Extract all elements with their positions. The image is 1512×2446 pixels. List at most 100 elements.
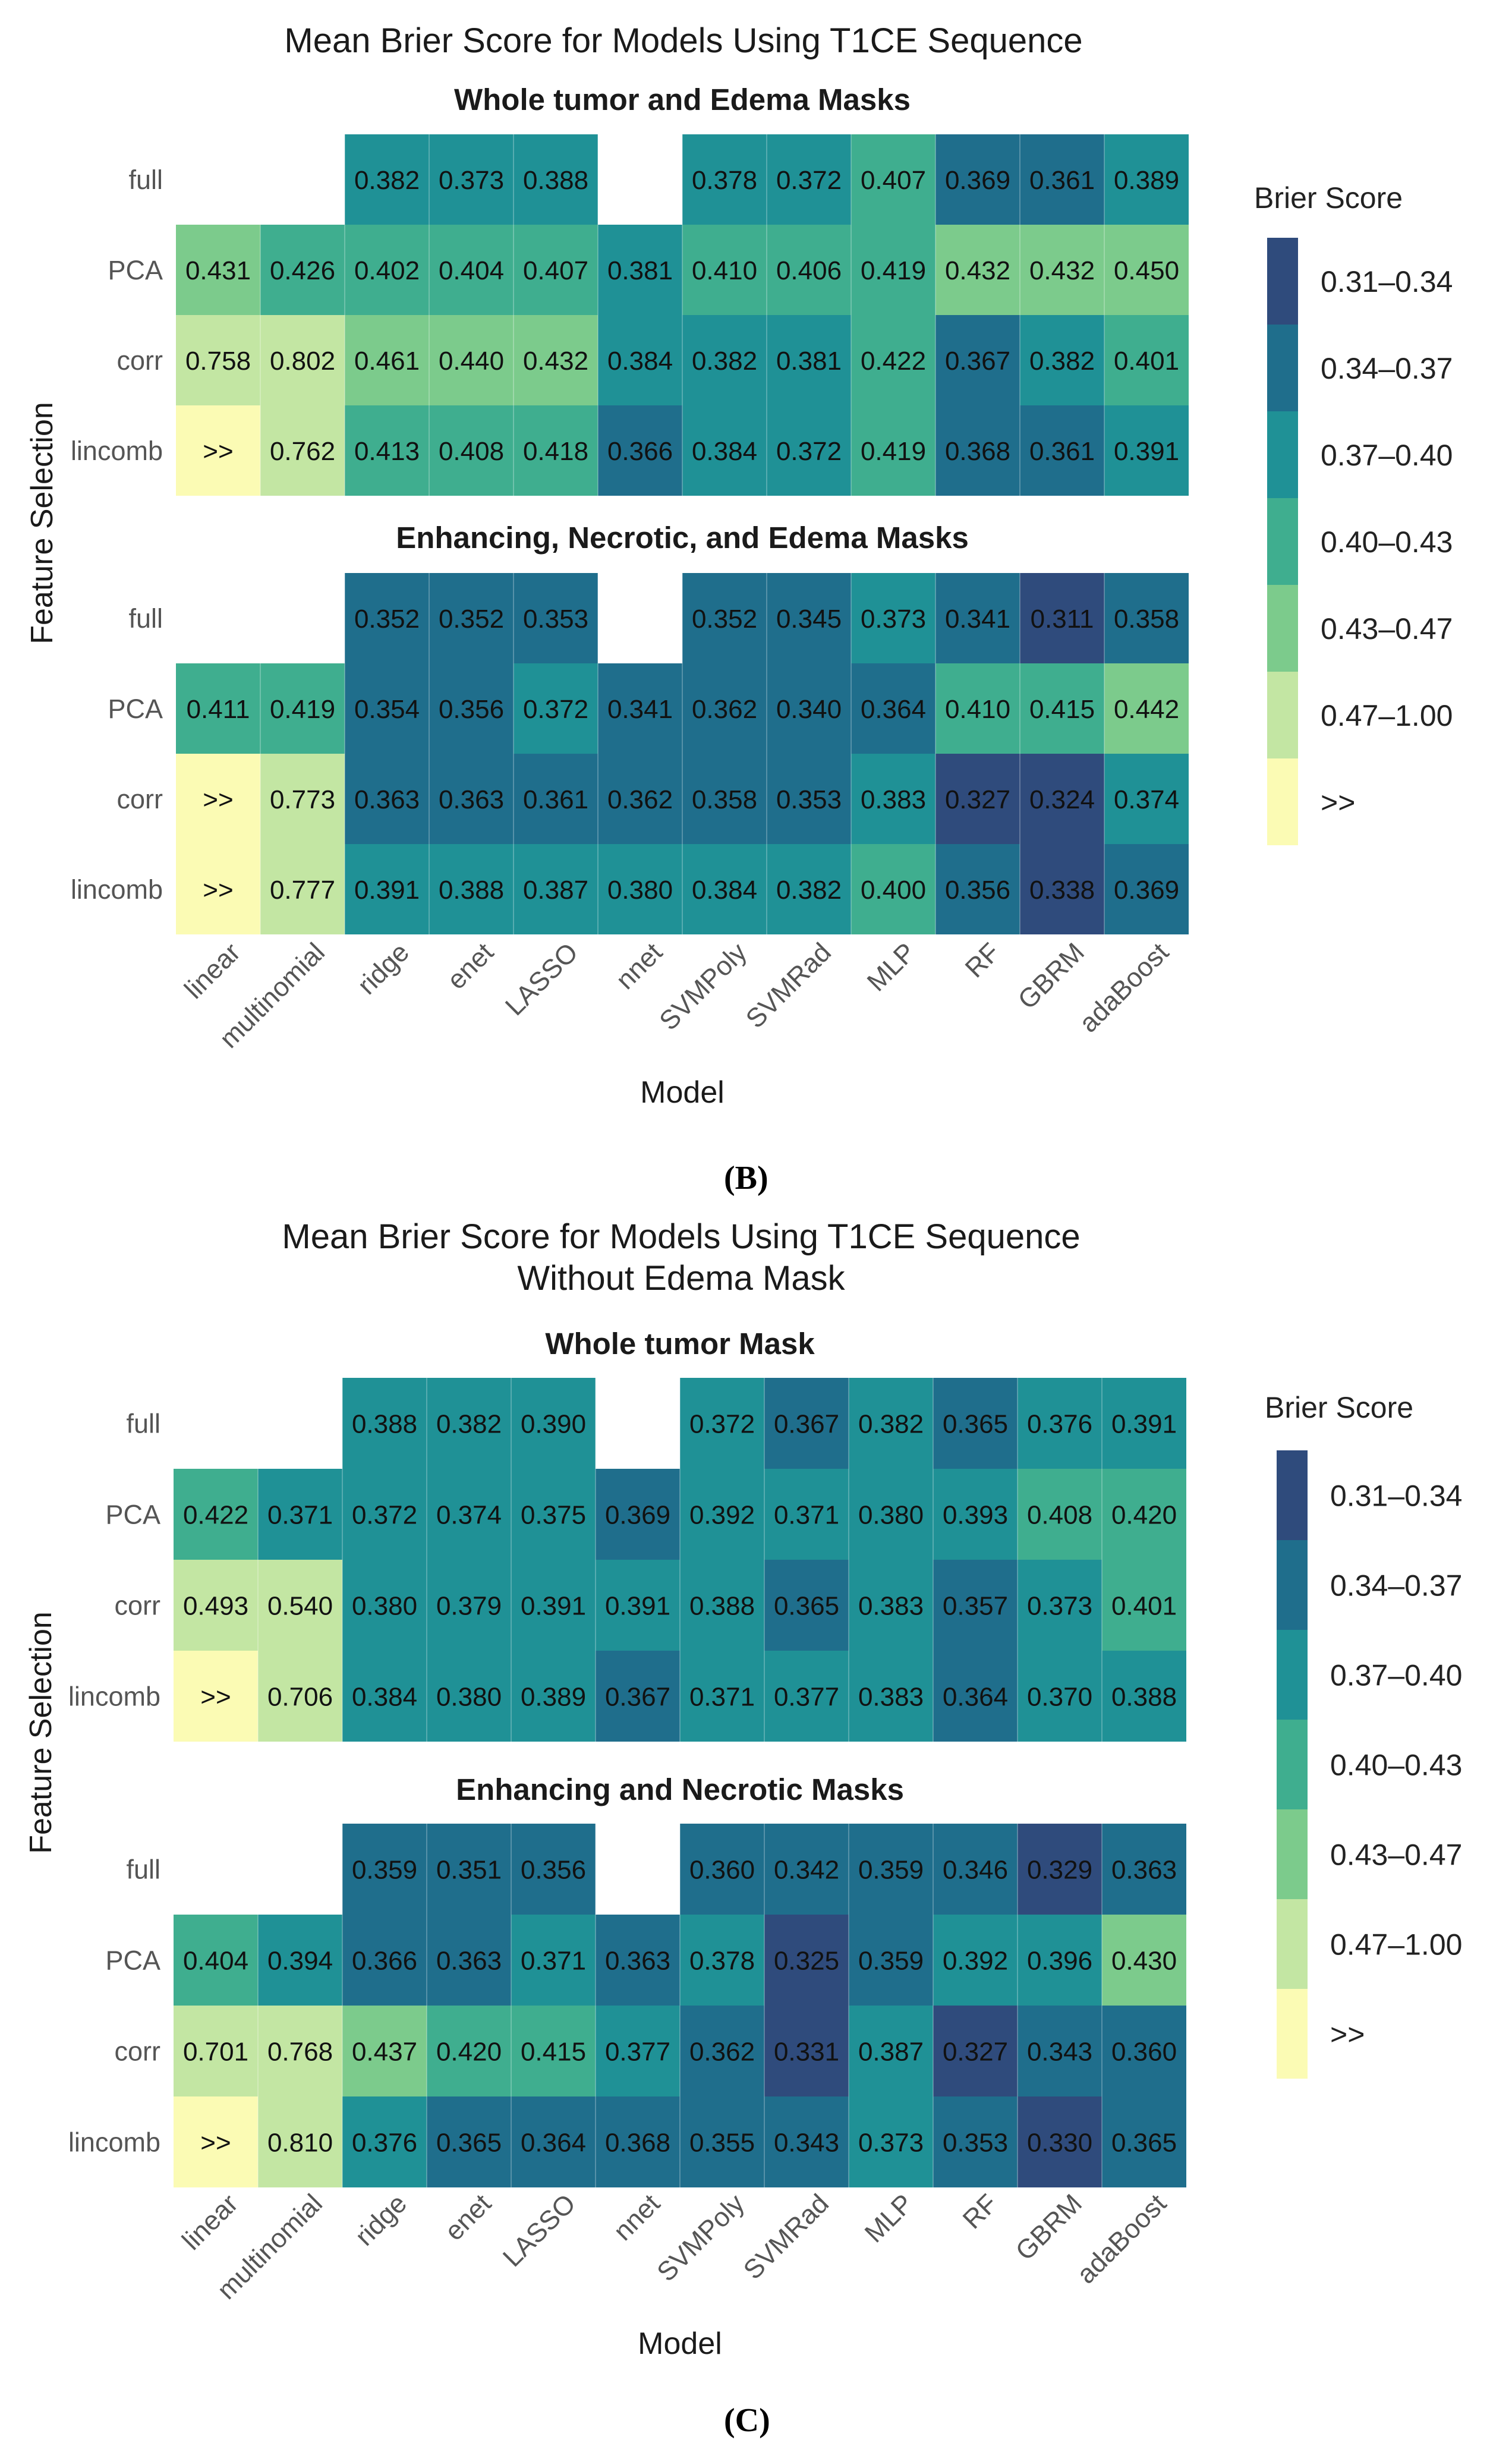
cell-value: 0.401 <box>1111 1592 1177 1621</box>
cell-value: 0.387 <box>858 2038 924 2067</box>
cell-value: 0.380 <box>858 1501 924 1530</box>
cell-value: 0.419 <box>861 256 926 285</box>
cell-value: 0.378 <box>689 1947 755 1976</box>
chart-title: Mean Brier Score for Models Using T1CE S… <box>282 1217 1080 1256</box>
heatmap-cell <box>682 844 767 934</box>
heatmap-cell <box>176 663 260 754</box>
cell-value: 0.363 <box>1111 1856 1177 1885</box>
heatmap-cell <box>1102 1560 1186 1651</box>
cell-value: 0.367 <box>945 347 1010 376</box>
cell-value: 0.401 <box>1114 347 1179 376</box>
panel-label-b: (B) <box>724 1160 768 1197</box>
cell-value: 0.432 <box>523 347 588 376</box>
cell-value: 0.364 <box>861 695 926 724</box>
cell-value: 0.380 <box>607 876 673 905</box>
cell-value: 0.383 <box>858 1683 924 1712</box>
x-tick-label: ridge <box>351 937 415 1000</box>
cell-value: 0.391 <box>354 876 420 905</box>
heatmap-cell <box>514 225 598 315</box>
heatmap-cell <box>511 1560 596 1651</box>
heatmap-cell <box>767 573 851 663</box>
cell-value: >> <box>203 785 233 814</box>
heatmap-cell <box>511 2096 596 2187</box>
cell-value: 0.407 <box>861 166 926 195</box>
legend-label: >> <box>1330 2018 1365 2051</box>
heatmap-cell <box>596 1915 680 2006</box>
heatmap-cell <box>1102 1378 1186 1469</box>
cell-value: 0.327 <box>943 2038 1008 2067</box>
row-label-full: full <box>126 1855 160 1885</box>
heatmap-cell <box>260 844 345 934</box>
cell-value: 0.361 <box>1029 437 1095 466</box>
cell-value: 0.372 <box>523 695 588 724</box>
row-label-lincomb: lincomb <box>71 874 163 905</box>
heatmap-cell <box>935 134 1020 225</box>
heatmap-cell <box>851 754 935 844</box>
heatmap-cell <box>1104 315 1189 405</box>
x-tick-label: nnet <box>607 2188 666 2246</box>
cell-value: 0.402 <box>354 256 420 285</box>
heatmap-cell <box>767 405 851 496</box>
cell-value: 0.437 <box>352 2038 417 2067</box>
cell-value: 0.461 <box>354 347 420 376</box>
legend-swatch <box>1267 325 1298 411</box>
cell-value: 0.420 <box>436 2038 502 2067</box>
cell-value: 0.430 <box>1111 1947 1177 1976</box>
legend-label: 0.31–0.34 <box>1321 265 1453 298</box>
heatmap-cell <box>345 225 429 315</box>
cell-value: 0.345 <box>776 605 842 634</box>
heatmap-cell <box>258 2096 342 2187</box>
heatmap-cell <box>176 315 260 405</box>
cell-value: 0.391 <box>1114 437 1179 466</box>
heatmap-cell <box>345 315 429 405</box>
cell-value: 0.410 <box>692 256 757 285</box>
heatmap-cell <box>598 225 682 315</box>
cell-value: 0.356 <box>439 695 504 724</box>
cell-value: 0.365 <box>1111 2129 1177 2158</box>
cell-value: 0.408 <box>439 437 504 466</box>
heatmap-cell <box>514 844 598 934</box>
heatmap-cell <box>429 315 514 405</box>
heatmap-cell <box>680 1824 764 1915</box>
heatmap-cell <box>511 1824 596 1915</box>
heatmap-cell <box>1018 1378 1102 1469</box>
legend-label: 0.34–0.37 <box>1321 352 1453 385</box>
heatmap-cell <box>682 315 767 405</box>
cell-value: 0.358 <box>1114 605 1179 634</box>
row-label-lincomb: lincomb <box>71 436 163 466</box>
heatmap-cell <box>596 2096 680 2187</box>
cell-value: 0.376 <box>352 2129 417 2158</box>
heatmap-cell <box>767 225 851 315</box>
cell-value: 0.361 <box>1029 166 1095 195</box>
cell-value: 0.391 <box>1111 1410 1177 1439</box>
cell-value: 0.369 <box>605 1501 670 1530</box>
cell-value: 0.384 <box>352 1683 417 1712</box>
cell-value: 0.394 <box>267 1947 333 1976</box>
cell-value: 0.330 <box>1027 2129 1092 2158</box>
cell-value: 0.374 <box>436 1501 502 1530</box>
heatmap-cell <box>935 844 1020 934</box>
heatmap-cell <box>1102 2096 1186 2187</box>
legend: Brier Score 0.31–0.34 0.34–0.37 0.37–0.40 0.… <box>1265 1391 1462 2079</box>
cell-value: 0.359 <box>352 1856 417 1885</box>
cell-value: 0.410 <box>945 695 1010 724</box>
heatmap-cell <box>764 1469 849 1560</box>
heatmap-cell <box>1020 134 1104 225</box>
row-label-lincomb: lincomb <box>68 2127 160 2158</box>
heatmap-cell <box>933 1915 1018 2006</box>
heatmap-cell <box>764 1560 849 1651</box>
legend-title: Brier Score <box>1254 181 1403 215</box>
cell-value: 0.325 <box>774 1947 839 1976</box>
heatmap-cell <box>1020 405 1104 496</box>
cell-value: 0.367 <box>774 1410 839 1439</box>
legend-label: 0.34–0.37 <box>1330 1569 1462 1603</box>
row-label-full: full <box>128 603 163 634</box>
heatmap-cell <box>1020 844 1104 934</box>
legend-swatch <box>1277 1899 1308 1989</box>
cell-value: 0.311 <box>1031 605 1094 634</box>
heatmap-cell <box>598 315 682 405</box>
cell-value: 0.353 <box>943 2129 1008 2158</box>
heatmap-cell <box>429 573 514 663</box>
heatmap-cell <box>260 225 345 315</box>
legend-swatch <box>1267 411 1298 498</box>
